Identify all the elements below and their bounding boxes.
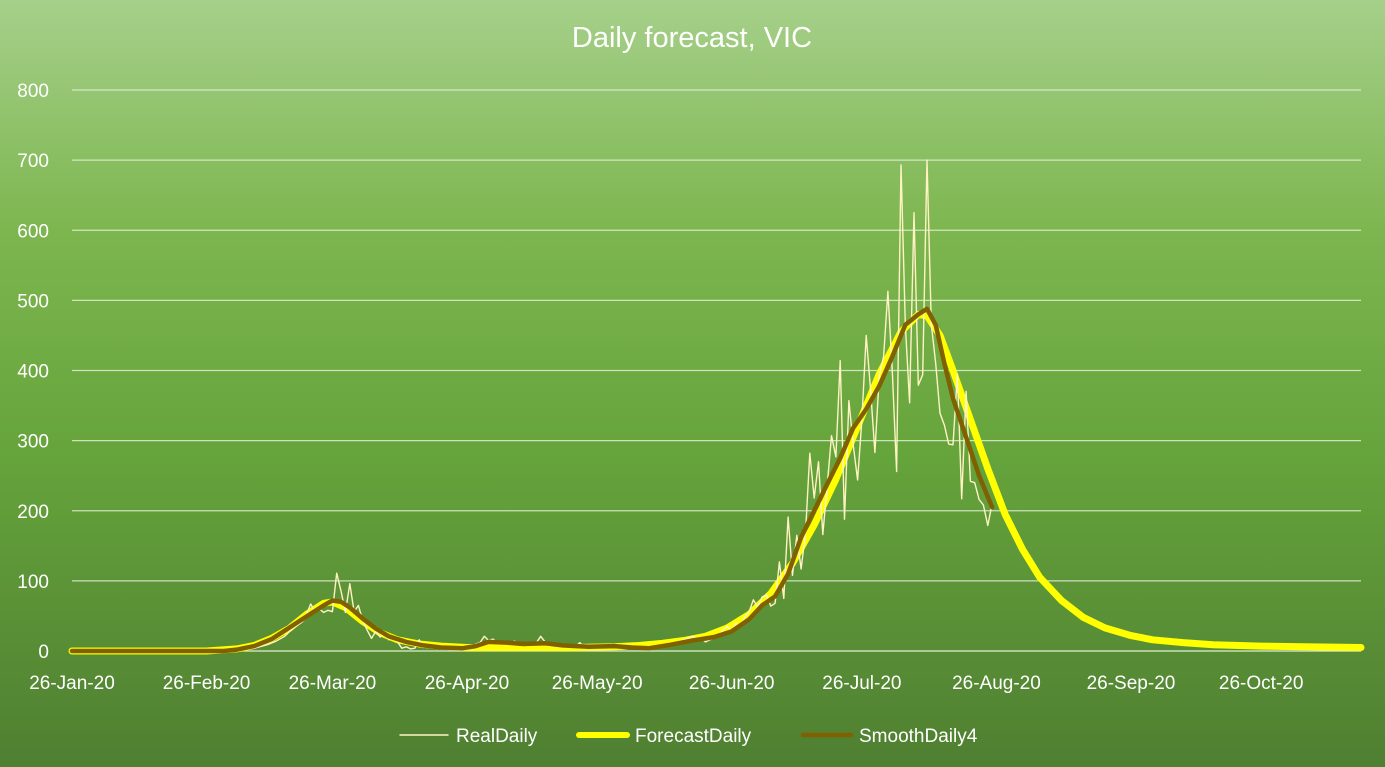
x-tick-label: 26-Sep-20 xyxy=(1087,673,1176,694)
y-tick-label: 500 xyxy=(17,291,49,312)
x-tick-label: 26-Oct-20 xyxy=(1219,673,1303,694)
y-tick-label: 100 xyxy=(17,572,49,593)
x-tick-label: 26-Mar-20 xyxy=(289,673,377,694)
y-tick-label: 800 xyxy=(17,81,49,102)
y-axis-ticks: 0 100 200 300 400 500 600 700 800 xyxy=(17,81,49,663)
y-tick-label: 200 xyxy=(17,502,49,523)
series-line-forecastdaily xyxy=(68,310,1365,655)
y-tick-label: 0 xyxy=(38,642,49,663)
series-lines xyxy=(68,159,1365,655)
x-tick-label: 26-May-20 xyxy=(552,673,643,694)
legend: RealDaily ForecastDaily SmoothDaily4 xyxy=(399,726,978,747)
y-tick-label: 400 xyxy=(17,362,49,383)
series-line-realdaily xyxy=(71,159,993,652)
series-line-smoothdaily4 xyxy=(69,306,995,654)
gridlines xyxy=(72,89,1361,582)
legend-label: ForecastDaily xyxy=(635,726,752,747)
x-axis-ticks: 26-Jan-20 26-Feb-20 26-Mar-20 26-Apr-20 26-M… xyxy=(29,673,1303,694)
x-tick-label: 26-Apr-20 xyxy=(425,673,510,694)
chart-title: Daily forecast, VIC xyxy=(572,22,812,54)
x-tick-label: 26-Jan-20 xyxy=(29,673,115,694)
x-tick-label: 26-Jul-20 xyxy=(822,673,901,694)
y-tick-label: 600 xyxy=(17,221,49,242)
x-tick-label: 26-Aug-20 xyxy=(952,673,1041,694)
x-tick-label: 26-Feb-20 xyxy=(163,673,251,694)
x-tick-label: 26-Jun-20 xyxy=(689,673,775,694)
legend-label: RealDaily xyxy=(456,726,538,747)
y-tick-label: 700 xyxy=(17,151,49,172)
y-tick-label: 300 xyxy=(17,432,49,453)
legend-label: SmoothDaily4 xyxy=(859,726,978,747)
